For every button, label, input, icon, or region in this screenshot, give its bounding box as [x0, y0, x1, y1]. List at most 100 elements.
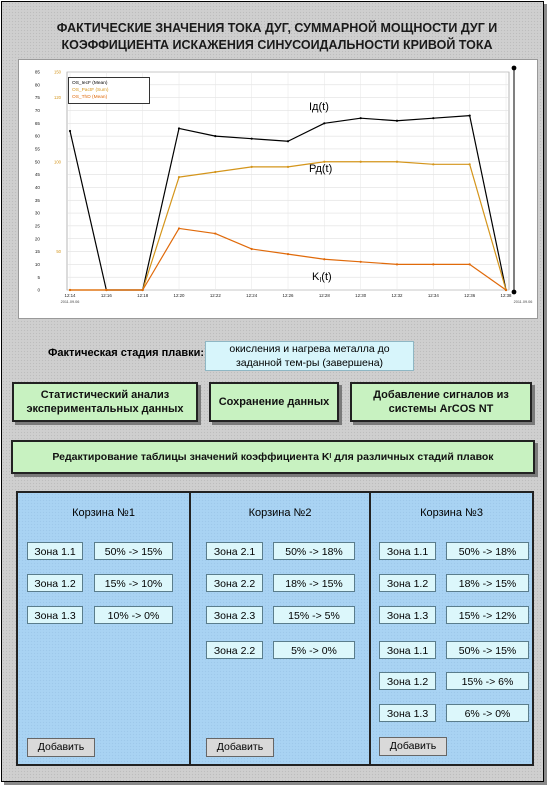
- y-tick-label: 75: [35, 95, 41, 100]
- zone-label[interactable]: Зона 1.2: [27, 574, 83, 592]
- basket-title: Корзина №2: [248, 507, 312, 519]
- x-tick-label: 12:26: [283, 293, 295, 298]
- edit-coefficient-table-button[interactable]: Редактирование таблицы значений коэффици…: [11, 440, 535, 474]
- zone-range[interactable]: 50% -> 15%: [94, 542, 173, 560]
- legend-item-distortion: OS_ThD (Mean): [72, 95, 108, 100]
- y-tick-label: 70: [35, 108, 41, 113]
- cursor-handle: [511, 289, 517, 295]
- zone-label[interactable]: Зона 1.2: [379, 574, 436, 592]
- data-point: [250, 247, 253, 251]
- y-tick-label: 30: [35, 211, 41, 216]
- data-point: [432, 263, 435, 266]
- x-tick-label: 12:38: [501, 293, 513, 298]
- data-point: [177, 127, 181, 130]
- data-point: [323, 122, 326, 125]
- y-tick-label: 55: [35, 147, 41, 152]
- zone-range[interactable]: 50% -> 18%: [446, 542, 529, 560]
- zone-label[interactable]: Зона 1.3: [379, 704, 436, 722]
- distortion-label: KI(t): [312, 271, 332, 284]
- zone-label[interactable]: Зона 1.1: [379, 542, 436, 560]
- data-point: [468, 163, 471, 166]
- x-tick-label: 12:20: [174, 293, 186, 298]
- y-tick-label: 10: [35, 262, 41, 267]
- zone-range[interactable]: 50% -> 15%: [446, 641, 529, 659]
- y-tick-label: 0: [37, 288, 40, 293]
- add-signals-button[interactable]: Добавление сигналов из системы ArCOS NT: [350, 382, 532, 422]
- distortion-label-tail: (t): [321, 271, 331, 283]
- add-zone-button[interactable]: Добавить: [379, 737, 447, 756]
- x-tick-label: 12:28: [319, 293, 331, 298]
- data-point: [432, 117, 435, 120]
- current-label: Iд(t): [309, 101, 329, 113]
- basket-title: Корзина №3: [420, 507, 483, 519]
- x-tick-label: 12:14: [65, 293, 77, 298]
- y-tick-label: 50: [35, 159, 41, 164]
- data-point: [177, 227, 181, 230]
- data-point: [286, 252, 290, 256]
- y-tick-label: 5: [37, 275, 40, 280]
- basket-3: Корзина №3 Зона 1.1 50% -> 18% Зона 1.2 …: [369, 493, 532, 764]
- data-point: [323, 258, 326, 261]
- zone-range[interactable]: 18% -> 15%: [273, 574, 355, 592]
- edit-table-label-pre: Редактирование таблицы значений коэффици…: [52, 451, 330, 463]
- x-start-date: 2011.09.06: [61, 300, 80, 304]
- basket-1: Корзина №1 Зона 1.1 50% -> 15% Зона 1.2 …: [18, 493, 189, 764]
- zone-range[interactable]: 18% -> 15%: [446, 574, 529, 592]
- data-point: [141, 288, 144, 292]
- data-point: [286, 165, 290, 168]
- zone-label[interactable]: Зона 1.1: [27, 542, 83, 560]
- data-point: [68, 129, 72, 133]
- zone-label[interactable]: Зона 1.3: [379, 606, 436, 624]
- title-line-1: ФАКТИЧЕСКИЕ ЗНАЧЕНИЯ ТОКА ДУГ, СУММАРНОЙ…: [56, 21, 498, 35]
- data-point: [359, 117, 362, 120]
- save-data-button[interactable]: Сохранение данных: [209, 382, 339, 422]
- add-zone-button[interactable]: Добавить: [206, 738, 274, 757]
- zone-range[interactable]: 6% -> 0%: [446, 704, 529, 722]
- distortion-label-sub: I: [319, 277, 321, 284]
- y-tick-label: 25: [35, 223, 41, 228]
- y-tick-label: 60: [35, 134, 41, 139]
- data-point: [214, 232, 217, 235]
- data-point: [359, 260, 362, 263]
- zone-range[interactable]: 15% -> 12%: [446, 606, 529, 624]
- data-point: [395, 263, 399, 266]
- data-point: [359, 160, 362, 163]
- data-point: [250, 137, 253, 140]
- legend-item-power: OS_PactF (Sum): [72, 88, 109, 93]
- data-point: [432, 163, 435, 166]
- zone-range[interactable]: 15% -> 5%: [273, 606, 355, 624]
- data-point: [395, 119, 399, 122]
- zone-range[interactable]: 5% -> 0%: [273, 641, 355, 659]
- zone-label[interactable]: Зона 1.3: [27, 606, 83, 624]
- zone-label[interactable]: Зона 2.2: [206, 574, 263, 592]
- edit-table-label-sub: I: [329, 453, 332, 460]
- data-point: [395, 160, 399, 163]
- page-title: ФАКТИЧЕСКИЕ ЗНАЧЕНИЯ ТОКА ДУГ, СУММАРНОЙ…: [22, 20, 532, 54]
- y2-tick-label: 50: [56, 249, 61, 254]
- trend-chart-panel: 85 150 80 75 120 70 65 60 55 50 100 45 40 35 30 25 20 15 5…: [18, 59, 538, 319]
- statistics-button[interactable]: Статистический анализ экспериментальных …: [12, 382, 198, 422]
- zone-range[interactable]: 50% -> 18%: [273, 542, 355, 560]
- x-tick-label: 12:32: [392, 293, 404, 298]
- stage-label: Фактическая стадия плавки:: [48, 347, 205, 359]
- zone-label[interactable]: Зона 2.3: [206, 606, 263, 624]
- y-tick-label: 65: [35, 121, 41, 126]
- y-tick-label: 85: [35, 70, 41, 75]
- zone-label[interactable]: Зона 1.1: [379, 641, 436, 659]
- zone-range[interactable]: 15% -> 6%: [446, 672, 529, 690]
- zone-range[interactable]: 15% -> 10%: [94, 574, 173, 592]
- chart-legend: OS_IecF (Mean) OS_PactF (Sum) OS_ThD (Me…: [68, 77, 150, 104]
- zone-label[interactable]: Зона 1.2: [379, 672, 436, 690]
- data-point: [468, 263, 471, 266]
- zone-label[interactable]: Зона 2.1: [206, 542, 263, 560]
- baskets-panel: Корзина №1 Зона 1.1 50% -> 15% Зона 1.2 …: [16, 491, 534, 766]
- data-point: [214, 170, 217, 174]
- cursor-handle: [511, 65, 517, 71]
- zone-label[interactable]: Зона 2.2: [206, 641, 263, 659]
- zone-range[interactable]: 10% -> 0%: [94, 606, 173, 624]
- x-tick-label: 12:24: [246, 293, 258, 298]
- add-zone-button[interactable]: Добавить: [27, 738, 95, 757]
- y-tick-label: 80: [35, 82, 41, 87]
- y2-tick-label: 100: [54, 159, 62, 164]
